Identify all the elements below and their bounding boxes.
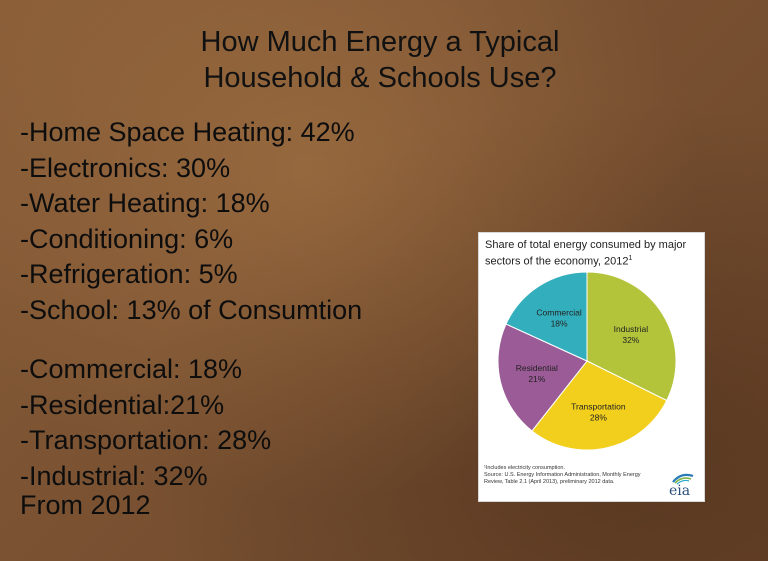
eia-logo-swoosh-green [674, 477, 692, 484]
list-item-commercial: -Commercial: 18% [20, 354, 243, 384]
chart-title: Share of total energy consumed by major … [485, 239, 687, 268]
list-item-school: -School: 13% of Consumtion [20, 294, 363, 325]
pie-value-transportation: 28% [590, 412, 607, 422]
list-item-refrigeration: -Refrigeration: 5% [20, 259, 238, 289]
pie-label-commercial: Commercial [536, 308, 581, 318]
pie-label-residential: Residential [516, 363, 558, 373]
pie-slice-transportation [531, 360, 668, 451]
list-item-water-heating: -Water Heating: 18% [20, 188, 270, 218]
household-usage-list: -Home Space Heating: 42% -Electronics: 3… [20, 115, 362, 328]
slide-title-line-2: Household & Schools Use? [203, 62, 557, 94]
list-item-electronics: -Electronics: 30% [20, 152, 231, 183]
eia-logo: eia [669, 473, 694, 498]
chart-title-footnote-mark: 1 [628, 255, 633, 262]
pie-value-residential: 21% [528, 374, 545, 384]
eia-logo-text: eia [669, 483, 690, 498]
eia-logo-swoosh-teal [676, 479, 690, 485]
pie-value-industrial: 32% [622, 335, 639, 345]
source-year: From 2012 [20, 490, 151, 520]
pie-slice-commercial [505, 271, 588, 362]
chart-footnote: ¹Includes electricity consumption. [484, 465, 566, 471]
list-item-industrial: -Industrial: 32% [20, 460, 208, 491]
chart-source-line-1: Source: U.S. Energy Information Administ… [484, 472, 641, 478]
list-item-residential: -Residential:21% [20, 389, 225, 420]
pie-label-transportation: Transportation [571, 401, 626, 411]
pie-slice-residential [497, 323, 588, 432]
list-item-conditioning: -Conditioning: 6% [20, 223, 234, 254]
slide-title-line-1: How Much Energy a Typical [200, 26, 560, 58]
pie-label-industrial: Industrial [614, 324, 649, 334]
eia-logo-swoosh-blue [672, 473, 694, 483]
pie-slice-industrial [586, 271, 677, 402]
list-item-home-space-heating: -Home Space Heating: 42% [20, 117, 355, 147]
energy-pie-chart-card: Share of total energy consumed by major … [478, 232, 705, 502]
chart-source-line-2: Review, Table 2.1 (April 2013), prelimin… [484, 479, 615, 485]
list-item-transportation: -Transportation: 28% [20, 425, 272, 455]
slide-title: How Much Energy a Typical Household & Sc… [140, 24, 620, 96]
sector-usage-list: -Commercial: 18% -Residential:21% -Trans… [20, 352, 271, 494]
pie-value-commercial: 18% [551, 319, 568, 329]
